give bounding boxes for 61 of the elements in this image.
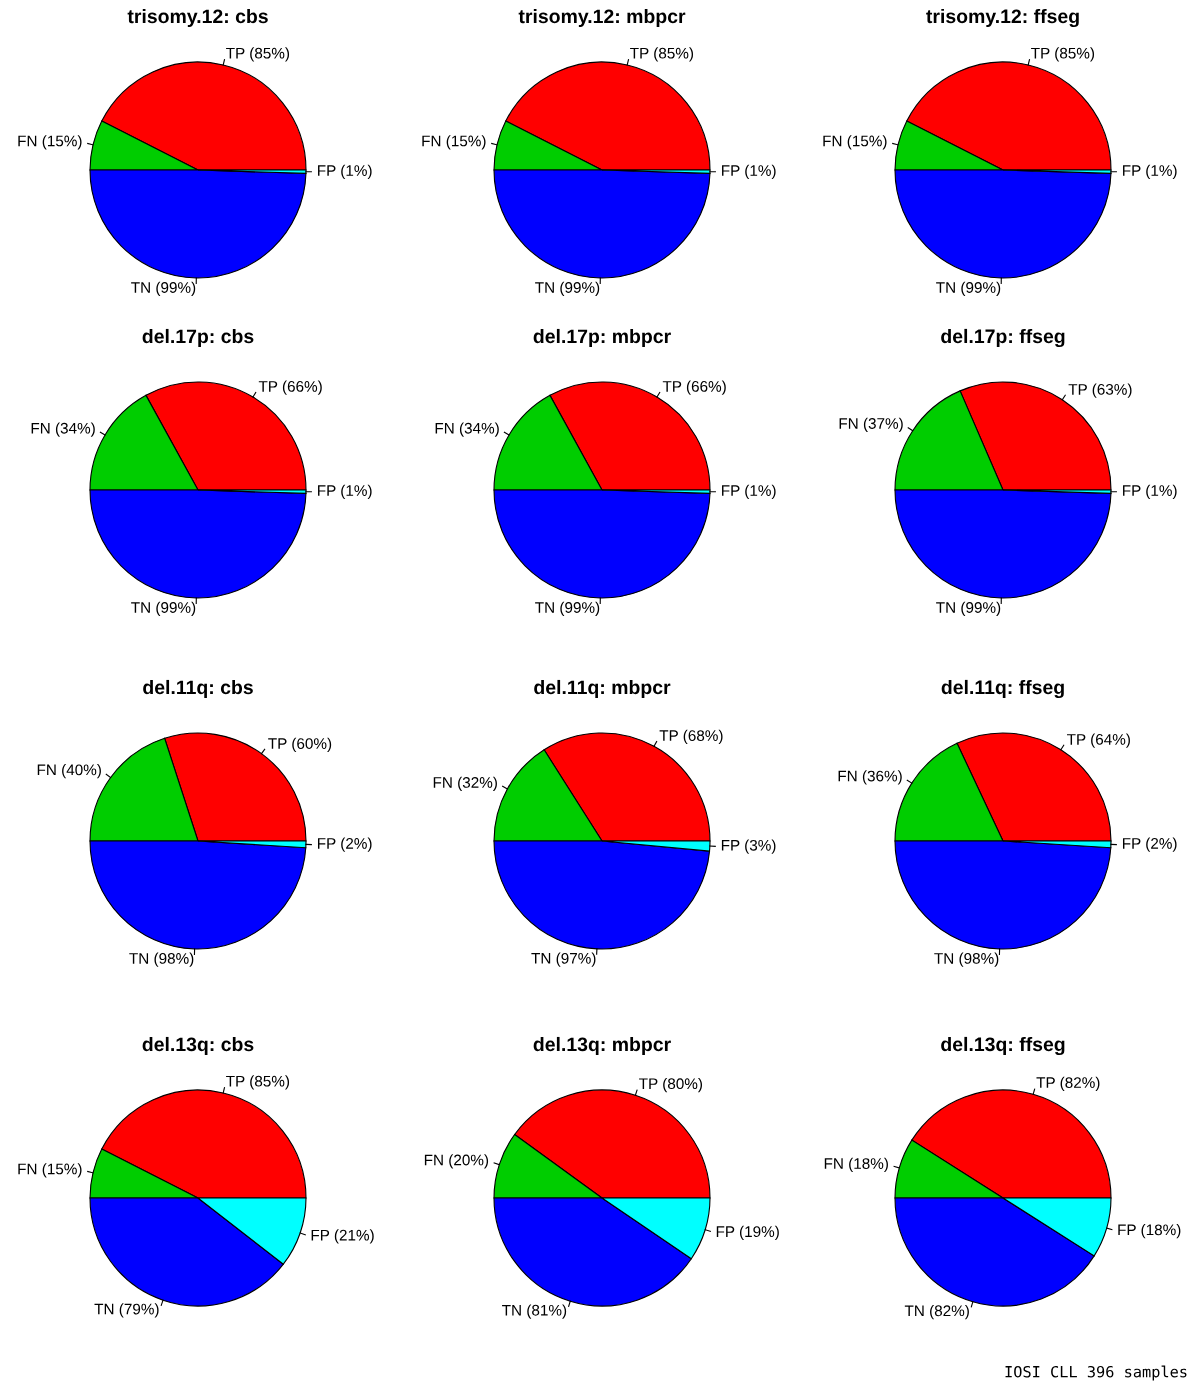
slice-label: TP (66%) xyxy=(662,380,726,395)
slice-label: FP (18%) xyxy=(1118,1224,1181,1239)
slice-label: FP (1%) xyxy=(1123,164,1177,179)
slice-label: FP (1%) xyxy=(318,484,372,499)
slice-label: FN (34%) xyxy=(31,422,95,437)
slice-label: FN (32%) xyxy=(433,776,497,791)
slice-label: TP (60%) xyxy=(268,737,332,752)
chart-title: del.11q: cbs xyxy=(143,679,253,699)
slice-label: FN (15%) xyxy=(823,135,887,150)
slice-label: FN (20%) xyxy=(424,1154,489,1169)
slice-label: FP (2%) xyxy=(1122,837,1177,852)
chart-title: del.17p: cbs xyxy=(142,328,254,348)
slice-label: TP (85%) xyxy=(630,47,694,62)
chart-title: del.17p: ffseg xyxy=(941,328,1065,348)
slice-label: TN (99%) xyxy=(131,601,196,616)
slice-label: FP (1%) xyxy=(1123,484,1177,499)
chart-title: del.17p: mbpcr xyxy=(533,328,671,348)
slice-label: FN (15%) xyxy=(18,135,82,150)
slice-label: TN (98%) xyxy=(129,952,194,967)
slice-label: FP (1%) xyxy=(722,164,776,179)
slice-label: TN (98%) xyxy=(934,952,999,967)
slice-label: TN (82%) xyxy=(904,1304,969,1320)
slice-label: TP (85%) xyxy=(226,1075,290,1090)
chart-title: del.11q: ffseg xyxy=(941,679,1064,699)
slice-label: FP (19%) xyxy=(716,1225,779,1241)
slice-label: TN (99%) xyxy=(936,601,1001,616)
chart-title: del.13q: cbs xyxy=(142,1036,254,1056)
slice-label: TP (82%) xyxy=(1036,1076,1100,1092)
chart-title: trisomy.12: cbs xyxy=(127,8,268,28)
slice-label: FN (15%) xyxy=(18,1163,82,1178)
slice-label: TN (99%) xyxy=(535,281,600,296)
slice-label: FP (2%) xyxy=(317,837,372,852)
slice-label: FN (36%) xyxy=(838,770,902,785)
slice-label: TP (66%) xyxy=(258,380,322,395)
slice-label: TP (80%) xyxy=(639,1077,703,1093)
slice-label: TP (64%) xyxy=(1067,733,1130,748)
slice-label: FN (40%) xyxy=(37,764,101,779)
chart-title: trisomy.12: mbpcr xyxy=(518,8,686,28)
chart-title: del.13q: mbpcr xyxy=(533,1036,671,1056)
slice-label: TP (63%) xyxy=(1068,383,1132,398)
slice-label: TP (85%) xyxy=(1031,47,1095,62)
slice-label: TN (99%) xyxy=(131,281,196,296)
slice-label: FN (34%) xyxy=(435,422,499,437)
slice-label: FP (1%) xyxy=(318,164,372,179)
slice-label: FN (18%) xyxy=(824,1157,888,1172)
slice-label: FP (3%) xyxy=(721,839,776,854)
chart-title: del.11q: mbpcr xyxy=(534,679,671,699)
slice-label: TN (81%) xyxy=(502,1304,567,1319)
slice-label: TN (99%) xyxy=(535,601,600,616)
slice-label: FN (37%) xyxy=(839,417,903,432)
chart-title: del.13q: ffseg xyxy=(941,1036,1065,1056)
slice-label: FN (15%) xyxy=(422,135,486,150)
text: IOSI CLL 396 samples xyxy=(1005,1365,1187,1381)
slice-label: TN (79%) xyxy=(94,1303,159,1318)
slice-label: FP (21%) xyxy=(311,1229,374,1244)
slice-label: TN (97%) xyxy=(531,952,596,967)
slice-label: TP (85%) xyxy=(226,47,290,62)
chart-title: trisomy.12: ffseg xyxy=(926,8,1079,28)
slice-label: FP (1%) xyxy=(722,484,776,499)
slice-label: TN (99%) xyxy=(936,281,1001,296)
slice-label: TP (68%) xyxy=(659,729,723,745)
